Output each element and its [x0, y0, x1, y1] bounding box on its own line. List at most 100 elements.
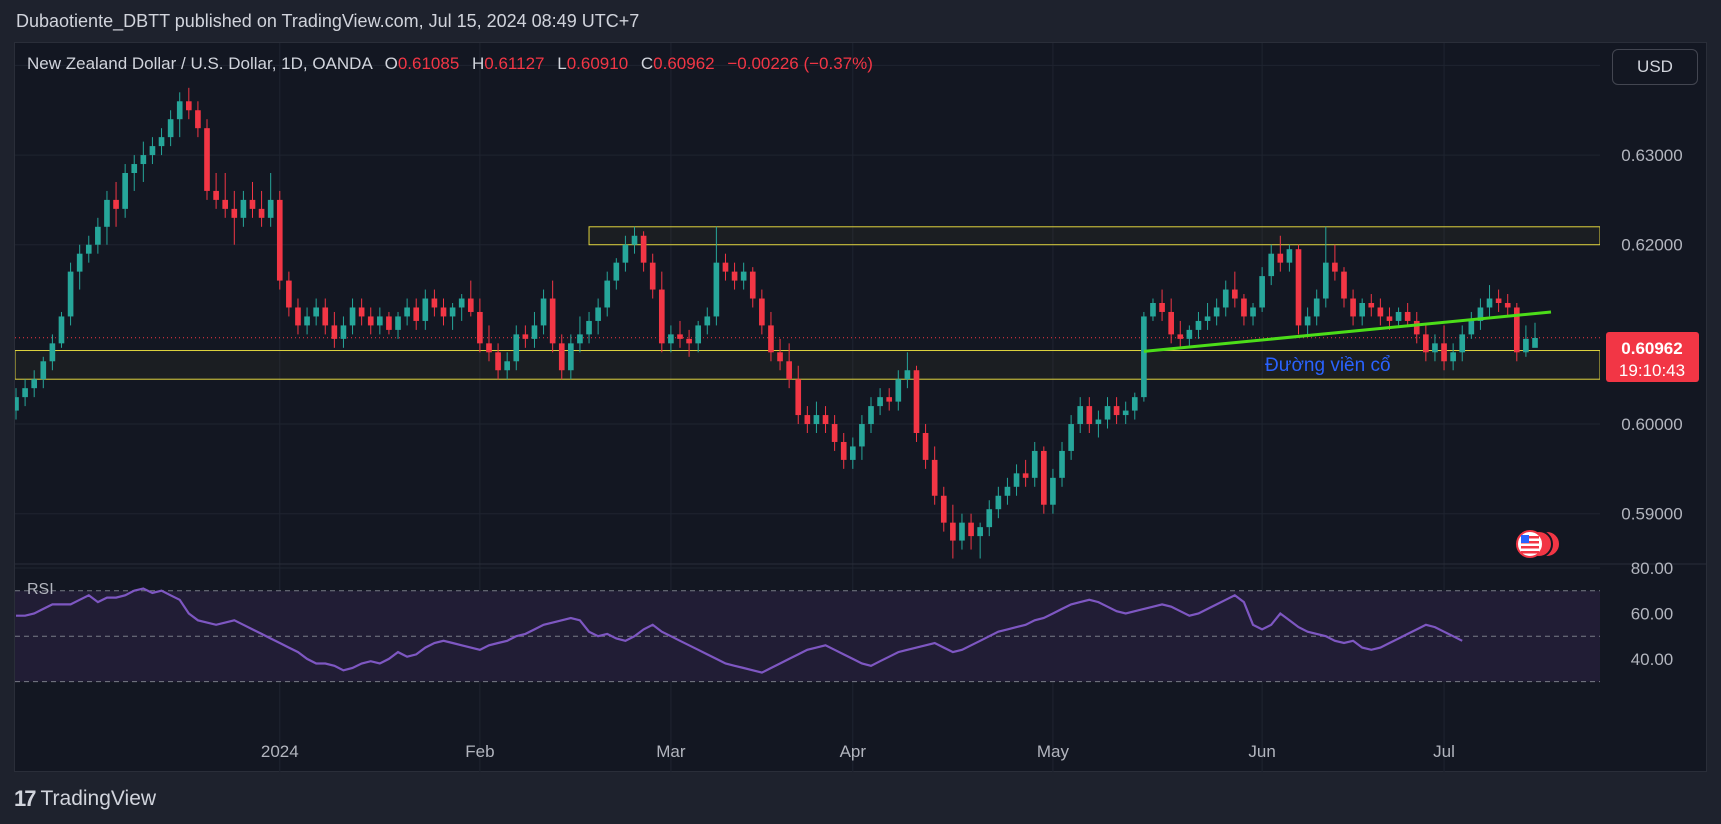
candle-body — [613, 262, 620, 281]
price-tick-label: 0.59000 — [1621, 505, 1682, 524]
rsi-label: RSI — [27, 581, 54, 598]
candle-body — [604, 280, 611, 308]
candle-body — [1377, 307, 1384, 317]
candle-body — [595, 307, 601, 321]
candle-body — [1113, 406, 1120, 416]
rsi-tick-label: 40.00 — [1631, 650, 1674, 669]
candle-body — [1031, 450, 1038, 478]
currency-button[interactable]: USD — [1612, 49, 1698, 85]
candle-body — [1241, 298, 1247, 317]
candle-body — [1186, 329, 1193, 339]
candle-body — [249, 199, 256, 209]
neckline-annotation[interactable]: Đường viền cổ — [1265, 355, 1391, 376]
candle-body — [940, 495, 947, 523]
candle-body — [113, 199, 119, 209]
candle-body — [1513, 307, 1520, 353]
candle-body — [1104, 406, 1111, 420]
candle-body — [1159, 303, 1165, 312]
candle-body — [1477, 307, 1484, 321]
candle-body — [295, 307, 301, 326]
candle-body — [85, 244, 92, 254]
candle-body — [195, 110, 201, 129]
candle-body — [886, 397, 893, 402]
candle-body — [1486, 298, 1493, 308]
candle-body — [868, 406, 874, 425]
candle-body — [1068, 424, 1074, 451]
us-flag-icon[interactable] — [1516, 530, 1561, 558]
candle-body — [1504, 303, 1511, 308]
candle-body — [1322, 262, 1329, 299]
candle-body — [1013, 473, 1020, 487]
candle-body — [140, 155, 147, 165]
candle-body — [513, 334, 520, 362]
candle-body — [149, 146, 156, 156]
candle-body — [349, 307, 356, 326]
candle-body — [49, 343, 56, 362]
candle-body — [677, 334, 683, 339]
candle-body — [1295, 249, 1302, 326]
candle-body — [358, 307, 365, 317]
price-tag-box — [1606, 332, 1699, 382]
candle-body — [467, 298, 474, 312]
candle-body — [740, 271, 747, 281]
tradingview-logo[interactable]: 17 TradingView — [14, 786, 156, 812]
candle-body — [15, 397, 19, 411]
low-label: L — [557, 54, 567, 73]
candle-body — [1441, 343, 1447, 362]
candle-body — [440, 307, 447, 317]
candle-body — [558, 343, 565, 371]
candle-body — [1523, 338, 1529, 353]
candle-body — [986, 509, 993, 528]
open-value: 0.61085 — [397, 54, 460, 73]
candle-body — [304, 316, 310, 326]
candle-body — [367, 316, 374, 326]
candle-body — [640, 235, 647, 263]
candle-body — [1022, 473, 1029, 478]
candle-body — [1495, 298, 1502, 303]
candle-body — [1532, 337, 1538, 348]
candle-body — [1150, 303, 1156, 317]
candle-body — [822, 415, 829, 425]
candle-body — [1131, 397, 1138, 411]
symbol-name[interactable]: New Zealand Dollar / U.S. Dollar, 1D, OA… — [27, 54, 372, 73]
price-zone — [588, 226, 1600, 246]
rsi-band-background — [15, 590, 1600, 683]
candle-body — [1277, 253, 1284, 263]
open-label: O — [384, 54, 398, 73]
candle-body — [668, 334, 674, 344]
candle-body — [1304, 316, 1311, 326]
candle-body — [276, 199, 283, 281]
candle-body — [1259, 276, 1265, 308]
candle-body — [449, 307, 456, 317]
candle-body — [977, 527, 983, 537]
candle-body — [540, 298, 547, 326]
candle-body — [404, 307, 410, 317]
neckline-trendline[interactable] — [1143, 310, 1552, 353]
rsi-axis[interactable]: 80.00 60.00 40.00 — [1631, 559, 1674, 669]
candle-body — [804, 415, 811, 425]
candle-body — [649, 262, 656, 290]
candle-body — [1359, 303, 1365, 317]
candle-body — [1168, 311, 1174, 335]
candle-body — [22, 388, 28, 398]
candle-body — [859, 424, 865, 447]
candle-body — [1041, 450, 1047, 505]
candle-body — [95, 226, 101, 245]
candle-body — [1386, 316, 1393, 321]
support-resistance-zones[interactable] — [15, 226, 1600, 380]
candle-body — [1413, 320, 1420, 335]
candle-body — [176, 101, 183, 120]
candle-body — [395, 316, 401, 330]
time-tick-label: Apr — [840, 742, 867, 761]
time-axis[interactable]: 2024 Feb Mar Apr May Jun Jul — [261, 742, 1455, 761]
candle-body — [186, 101, 192, 111]
candle-body — [731, 271, 738, 281]
candle-body — [1086, 406, 1093, 425]
candle-body — [477, 311, 483, 344]
candle-body — [1268, 253, 1275, 277]
candle-body — [1350, 298, 1356, 317]
candle-body — [1286, 249, 1293, 263]
candle-body — [1222, 289, 1229, 308]
